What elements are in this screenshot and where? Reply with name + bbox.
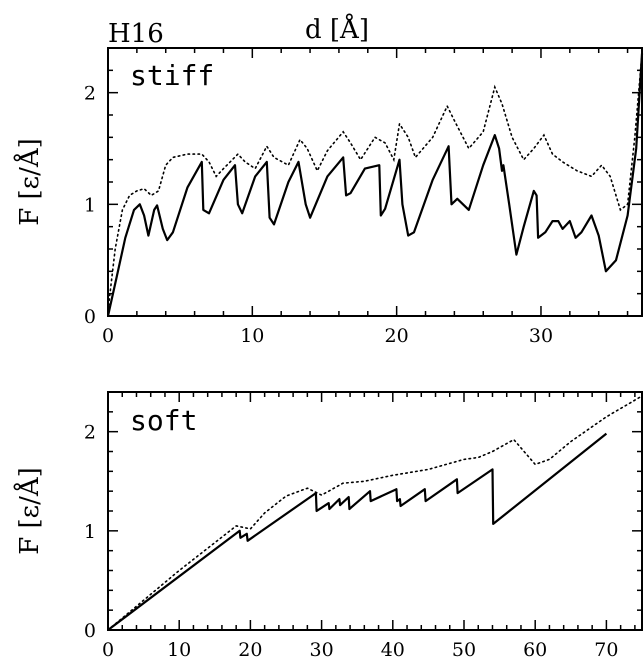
soft-series [107,395,643,631]
soft-x-tick-label: 40 [381,639,405,661]
stiff-y-tick-label: 1 [84,194,96,216]
stiff-y-tick-label: 2 [84,83,96,105]
stiff-x-tick-label: 10 [240,325,264,347]
soft-x-tick-label: 50 [452,639,476,661]
soft-panel-label: soft [130,404,197,437]
soft-x-tick-label: 10 [167,639,191,661]
stiff-y-axis-label: F [ε/Å] [13,138,45,226]
soft-ticks: 0 10 20 30 40 50 60 70 0 1 2 [84,392,642,661]
soft-y-axis-label: F [ε/Å] [13,467,45,555]
soft-x-tick-label: 60 [523,639,547,661]
stiff-x-tick-label: 30 [529,325,553,347]
stiff-x-tick-label: 20 [385,325,409,347]
stiff-solid-series-line [106,53,644,317]
top-xlabel: d [Å] [305,13,369,45]
figure-label: H16 [108,19,164,49]
stiff-panel: stiff F [ε/Å] 0 10 20 30 0 1 2 [13,47,644,347]
stiff-ticks: 0 10 20 30 0 1 2 [84,48,642,347]
soft-y-tick-label: 1 [84,521,96,543]
stiff-dotted-series-line [107,52,643,312]
soft-x-tick-label: 20 [238,639,262,661]
soft-x-tick-label: 0 [102,639,114,661]
stiff-x-tick-label: 0 [102,325,114,347]
soft-dotted-series-line [107,395,643,631]
soft-y-tick-label: 2 [84,422,96,444]
soft-panel: soft F [ε/Å] 0 10 20 30 40 50 60 70 0 1 2 [13,391,643,661]
stiff-series [106,52,644,317]
soft-y-tick-label: 0 [84,620,96,642]
stiff-panel-label: stiff [130,59,214,92]
stiff-y-tick-label: 0 [84,306,96,328]
soft-x-tick-label: 70 [594,639,618,661]
soft-x-tick-label: 30 [310,639,334,661]
soft-solid-series-line [107,432,608,631]
